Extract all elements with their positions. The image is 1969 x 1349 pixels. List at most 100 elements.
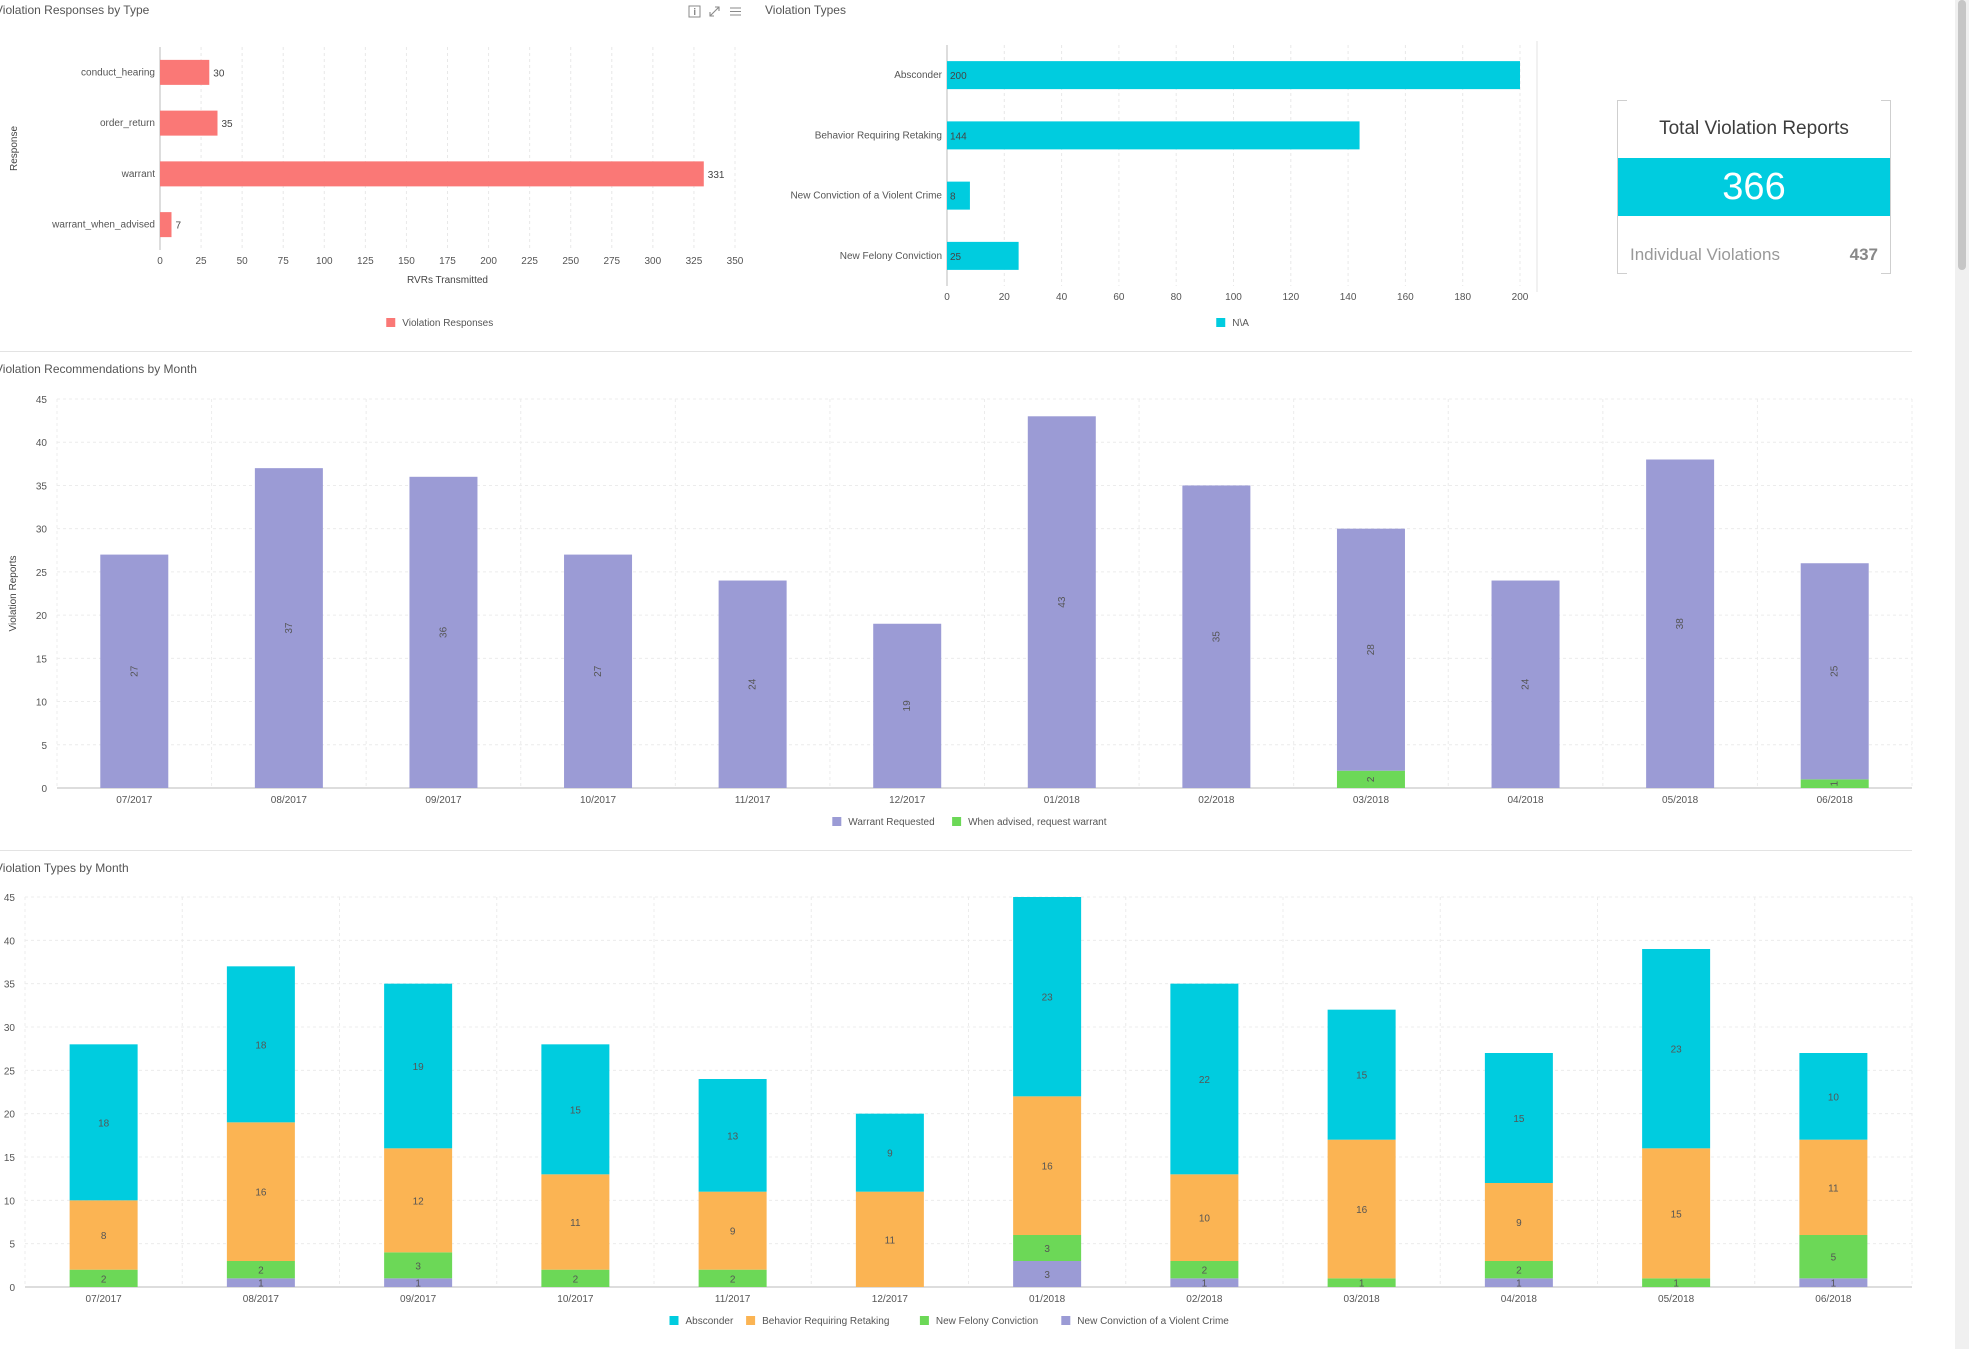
expand-icon[interactable] <box>708 5 721 18</box>
panel-title: Violation Types <box>765 3 846 17</box>
legend-swatch <box>952 817 962 826</box>
kpi-frame-top-right <box>1881 100 1891 101</box>
bar-segment <box>1799 1053 1868 1140</box>
legend-swatch <box>919 1316 929 1325</box>
bar <box>947 61 1520 90</box>
x-tick-label: 12/2017 <box>872 1294 909 1305</box>
data-label: 35 <box>1211 631 1222 643</box>
data-label: 2 <box>101 1274 107 1285</box>
legend-swatch <box>832 817 842 826</box>
bar-segment <box>254 468 323 788</box>
scrollbar[interactable] <box>1955 0 1969 1349</box>
bar-segment <box>69 1044 138 1201</box>
x-tick-label: 250 <box>562 256 579 267</box>
x-tick-label: 80 <box>1171 292 1183 303</box>
bar-segment <box>1642 949 1711 1149</box>
y-tick-label: 10 <box>4 1196 16 1207</box>
data-label: 200 <box>950 71 967 82</box>
kpi-card: Total Violation Reports 366 Individual V… <box>1617 100 1891 274</box>
bar-segment <box>1182 485 1251 788</box>
bar-segment <box>855 1191 924 1287</box>
bar <box>160 161 704 187</box>
x-tick-label: 03/2018 <box>1353 795 1390 806</box>
scrollbar-thumb[interactable] <box>1958 0 1966 270</box>
y-tick-label: Behavior Requiring Retaking <box>815 130 942 141</box>
bar-segment <box>541 1174 610 1270</box>
data-label: 1 <box>258 1279 264 1290</box>
x-tick-label: 160 <box>1397 292 1414 303</box>
data-label: 1 <box>1359 1279 1365 1290</box>
data-label: 2 <box>1516 1266 1522 1277</box>
bar-segment <box>1170 1261 1239 1279</box>
bar <box>160 110 218 136</box>
x-tick-label: 175 <box>439 256 456 267</box>
y-tick-label: 25 <box>4 1066 16 1077</box>
x-tick-label: 11/2017 <box>735 795 771 806</box>
bar-segment <box>1327 1009 1396 1140</box>
data-label: 2 <box>730 1274 736 1285</box>
kpi-sub-value: 437 <box>1849 245 1878 264</box>
info-icon[interactable] <box>688 5 701 18</box>
data-label: 144 <box>950 131 967 142</box>
bar-segment <box>409 476 478 788</box>
x-tick-label: 02/2018 <box>1186 1294 1223 1305</box>
data-label: 1 <box>1830 780 1841 786</box>
section-divider <box>0 351 1912 352</box>
menu-icon[interactable] <box>729 5 742 18</box>
bar-segment <box>698 1269 767 1287</box>
data-label: 3 <box>1044 1244 1050 1255</box>
y-tick-label: warrant <box>121 169 156 180</box>
x-tick-label: 200 <box>1512 292 1529 303</box>
legend-swatch <box>1061 1316 1071 1325</box>
data-label: 9 <box>887 1149 893 1160</box>
bar-segment <box>1484 1053 1553 1183</box>
data-label: 16 <box>1356 1205 1368 1216</box>
y-tick-label: 25 <box>36 568 48 579</box>
bar-segment <box>541 1044 610 1175</box>
x-tick-label: 100 <box>316 256 333 267</box>
legend-swatch <box>669 1316 679 1325</box>
bar-segment <box>384 983 453 1149</box>
bar-segment <box>855 1113 924 1192</box>
x-tick-label: 01/2018 <box>1029 1294 1066 1305</box>
y-tick-label: 10 <box>36 698 48 709</box>
x-tick-label: 225 <box>521 256 538 267</box>
data-label: 11 <box>1828 1183 1839 1194</box>
y-tick-label: 20 <box>4 1110 16 1121</box>
data-label: 15 <box>1356 1071 1368 1082</box>
y-axis-label: Violation Reports <box>8 556 19 632</box>
y-tick-label: 35 <box>4 980 16 991</box>
data-label: 27 <box>593 665 604 677</box>
section-divider <box>0 850 1912 851</box>
data-label: 2 <box>1366 776 1377 782</box>
y-tick-label: 5 <box>41 741 47 752</box>
x-tick-label: 10/2017 <box>580 795 617 806</box>
types-by-month-panel: Violation Types by Month 0 5 10 15 20 25 30 35 4… <box>0 851 1940 1349</box>
bar-segment <box>100 554 169 788</box>
x-tick-label: 0 <box>944 292 950 303</box>
x-tick-label: 05/2018 <box>1658 1294 1695 1305</box>
y-tick-label: 15 <box>36 654 48 665</box>
legend-swatch <box>386 318 396 327</box>
y-tick-label: 40 <box>36 438 48 449</box>
legend-label: When advised, request warrant <box>968 817 1107 828</box>
data-label: 1 <box>415 1279 421 1290</box>
kpi-frame-bottom-left <box>1617 273 1627 274</box>
data-label: 22 <box>1199 1075 1211 1086</box>
x-tick-label: 05/2018 <box>1662 795 1699 806</box>
types-chart: 0 20 40 60 80 100 120 140 160 180 200 Absconder 200 B… <box>790 41 1538 329</box>
x-tick-label: 60 <box>1113 292 1125 303</box>
x-tick-label: 325 <box>686 256 703 267</box>
bar <box>160 59 210 85</box>
bar-segment <box>1327 1278 1396 1287</box>
x-tick-label: 06/2018 <box>1817 795 1854 806</box>
data-label: 10 <box>1199 1214 1211 1225</box>
bar-segment <box>1170 983 1239 1175</box>
x-tick-label: 07/2017 <box>116 795 153 806</box>
x-tick-label: 09/2017 <box>425 795 462 806</box>
data-label: 37 <box>284 622 295 634</box>
data-label: 24 <box>1521 678 1532 690</box>
data-label: 11 <box>885 1235 896 1246</box>
x-tick-label: 150 <box>398 256 415 267</box>
data-label: 19 <box>413 1062 425 1073</box>
